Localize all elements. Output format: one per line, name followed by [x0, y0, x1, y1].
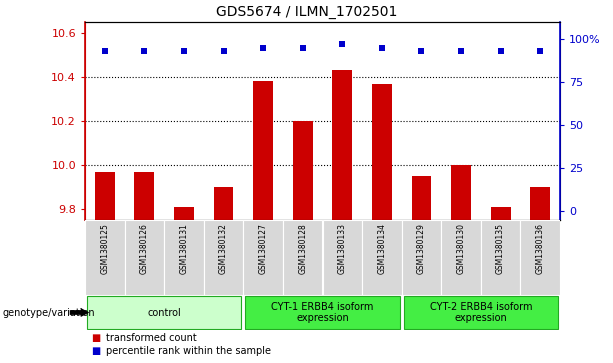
Bar — [411, 176, 432, 220]
Text: GSM1380136: GSM1380136 — [536, 223, 545, 274]
Bar — [243, 220, 283, 295]
Bar — [332, 70, 352, 220]
Bar — [403, 297, 558, 329]
Text: GSM1380128: GSM1380128 — [298, 223, 307, 274]
Text: GSM1380130: GSM1380130 — [457, 223, 465, 274]
Bar — [451, 165, 471, 220]
Text: transformed count: transformed count — [107, 333, 197, 343]
Text: GSM1380129: GSM1380129 — [417, 223, 426, 274]
Text: GSM1380135: GSM1380135 — [496, 223, 505, 274]
Text: CYT-1 ERBB4 isoform
expression: CYT-1 ERBB4 isoform expression — [272, 302, 374, 323]
Bar — [174, 207, 194, 220]
Text: GSM1380133: GSM1380133 — [338, 223, 347, 274]
Bar — [214, 187, 234, 220]
Text: genotype/variation: genotype/variation — [2, 307, 95, 318]
Bar — [283, 220, 322, 295]
Bar — [134, 172, 154, 220]
Bar — [491, 207, 511, 220]
Bar — [520, 220, 560, 295]
Text: GSM1380127: GSM1380127 — [259, 223, 268, 274]
Text: GSM1380125: GSM1380125 — [101, 223, 109, 274]
Bar — [204, 220, 243, 295]
Bar — [530, 187, 550, 220]
Text: ■: ■ — [91, 333, 101, 343]
Bar — [372, 83, 392, 220]
Text: percentile rank within the sample: percentile rank within the sample — [107, 346, 272, 356]
Bar — [245, 297, 400, 329]
Bar — [95, 172, 115, 220]
Bar — [164, 220, 204, 295]
Text: GSM1380134: GSM1380134 — [378, 223, 386, 274]
Bar — [253, 81, 273, 220]
Text: GSM1380131: GSM1380131 — [180, 223, 188, 274]
Bar — [362, 220, 402, 295]
Text: control: control — [147, 307, 181, 318]
Bar — [293, 121, 313, 220]
Bar — [322, 220, 362, 295]
Bar — [441, 220, 481, 295]
Text: GDS5674 / ILMN_1702501: GDS5674 / ILMN_1702501 — [216, 5, 397, 19]
Bar — [87, 297, 242, 329]
Bar — [85, 220, 124, 295]
Text: GSM1380126: GSM1380126 — [140, 223, 149, 274]
Bar — [481, 220, 520, 295]
Text: ■: ■ — [91, 346, 101, 356]
Text: CYT-2 ERBB4 isoform
expression: CYT-2 ERBB4 isoform expression — [430, 302, 532, 323]
Text: GSM1380132: GSM1380132 — [219, 223, 228, 274]
Bar — [402, 220, 441, 295]
Bar — [124, 220, 164, 295]
